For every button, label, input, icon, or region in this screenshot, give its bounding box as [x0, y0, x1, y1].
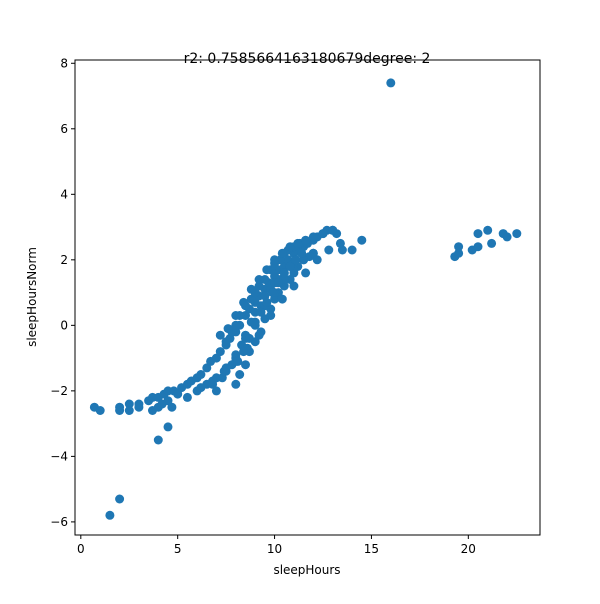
- data-point: [273, 278, 283, 288]
- data-point: [219, 366, 229, 376]
- data-point: [153, 435, 163, 445]
- data-point: [254, 275, 264, 284]
- x-tick-label: 20: [461, 542, 476, 556]
- data-point: [308, 232, 318, 242]
- data-point: [182, 392, 192, 402]
- points-layer: [89, 78, 522, 520]
- data-point: [231, 320, 241, 330]
- data-point: [163, 422, 173, 432]
- data-point: [293, 238, 303, 248]
- data-point: [335, 238, 345, 248]
- chart-title: r2: 0.7585664163180679degree: 2: [184, 51, 431, 67]
- data-point: [196, 383, 206, 393]
- data-point: [328, 225, 338, 235]
- y-tick-label: 6: [60, 122, 68, 136]
- data-point: [289, 281, 299, 291]
- data-point: [487, 238, 497, 248]
- data-point: [285, 261, 295, 271]
- data-point: [250, 320, 260, 330]
- data-point: [266, 311, 276, 320]
- data-point: [256, 307, 266, 317]
- data-point: [483, 225, 493, 235]
- data-point: [279, 268, 289, 278]
- data-point: [347, 245, 357, 255]
- data-point: [95, 406, 105, 415]
- data-point: [223, 324, 233, 334]
- y-tick-label: −6: [50, 515, 68, 529]
- data-point: [134, 399, 144, 409]
- data-point: [357, 235, 367, 245]
- data-point: [324, 245, 334, 255]
- plot-frame: [74, 59, 541, 536]
- data-point: [291, 255, 301, 265]
- data-point: [239, 297, 249, 307]
- y-tick-label: −2: [50, 384, 68, 398]
- data-point: [215, 330, 225, 340]
- data-point: [308, 248, 318, 258]
- data-point: [454, 242, 464, 252]
- data-point: [105, 510, 115, 520]
- x-tick-label: 15: [364, 542, 379, 556]
- data-point: [262, 297, 272, 307]
- data-point: [454, 248, 464, 258]
- y-tick-label: −4: [50, 449, 68, 463]
- data-point: [208, 376, 218, 386]
- data-point: [246, 284, 256, 294]
- data-point: [268, 288, 278, 298]
- x-tick-label: 10: [267, 542, 282, 556]
- data-point: [173, 389, 183, 399]
- data-point: [254, 330, 264, 340]
- data-point: [211, 386, 221, 396]
- data-point: [241, 360, 250, 370]
- x-tick-label: 0: [77, 542, 85, 556]
- data-point: [231, 379, 241, 389]
- data-point: [512, 229, 522, 239]
- data-point: [196, 370, 206, 379]
- data-point: [231, 311, 241, 320]
- data-point: [318, 229, 328, 239]
- y-tick-label: 0: [60, 318, 68, 332]
- data-point: [163, 396, 173, 406]
- data-point: [239, 347, 249, 357]
- data-point: [297, 248, 307, 258]
- y-tick-label: 4: [60, 187, 68, 201]
- data-point: [167, 402, 177, 412]
- y-axis-label: sleepHoursNorm: [25, 247, 39, 347]
- data-point: [221, 337, 231, 347]
- data-point: [386, 78, 396, 88]
- y-tick-label: 8: [60, 56, 68, 70]
- data-point: [115, 494, 125, 504]
- data-point: [301, 235, 311, 245]
- x-ticks: 0 5 10 15 20: [77, 535, 476, 556]
- x-axis-label: sleepHours: [273, 563, 340, 577]
- data-point: [202, 363, 212, 373]
- data-point: [502, 232, 512, 242]
- data-point: [312, 255, 322, 265]
- data-point: [254, 281, 264, 291]
- y-tick-label: 2: [60, 253, 68, 267]
- data-point: [277, 294, 287, 304]
- data-point: [235, 370, 245, 379]
- data-point: [124, 406, 134, 415]
- data-point: [244, 333, 254, 343]
- x-tick-label: 5: [174, 542, 182, 556]
- data-point: [277, 248, 287, 258]
- y-ticks: −6 −4 −2 0 2 4 6 8: [50, 56, 75, 529]
- data-point: [473, 229, 483, 239]
- data-point: [301, 268, 311, 278]
- data-point: [246, 294, 256, 304]
- data-point: [270, 255, 280, 265]
- data-point: [285, 242, 295, 252]
- data-point: [233, 356, 243, 366]
- data-point: [473, 242, 483, 252]
- data-point: [115, 406, 125, 415]
- data-point: [262, 265, 272, 275]
- data-point: [211, 353, 221, 363]
- data-point: [215, 347, 225, 357]
- data-point: [124, 399, 134, 409]
